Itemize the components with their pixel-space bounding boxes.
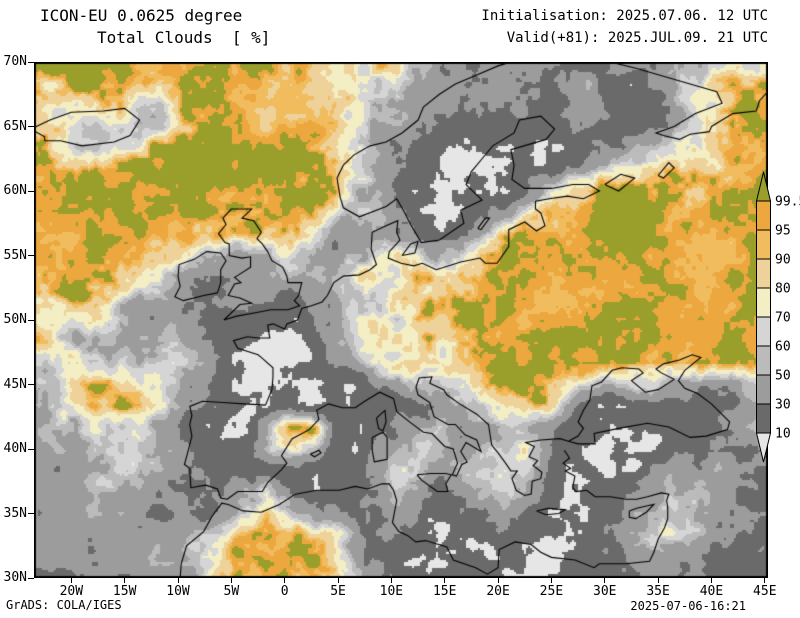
- lat-tick: [28, 513, 34, 514]
- colorbar-under-triangle: [756, 432, 772, 463]
- colorbar-segment: [756, 258, 771, 289]
- lon-tick-label: 5W: [223, 584, 240, 599]
- lon-tick: [284, 578, 286, 583]
- lon-tick-label: 5E: [330, 584, 346, 599]
- colorbar-label: 60: [775, 340, 791, 355]
- lon-tick: [124, 578, 126, 583]
- lon-tick: [657, 578, 659, 583]
- valid-time-label: Valid(+81): 2025.JUL.09. 21 UTC: [506, 30, 768, 46]
- colorbar-segment: [756, 200, 771, 231]
- lat-tick-label: 60N: [3, 183, 27, 198]
- lon-tick: [390, 578, 392, 583]
- lat-tick-label: 40N: [3, 441, 27, 456]
- variable-title: Total Clouds [ %]: [97, 28, 271, 47]
- colorbar-segment: [756, 374, 771, 405]
- lon-tick-label: 45E: [753, 584, 777, 599]
- lat-tick: [28, 319, 34, 321]
- lon-tick: [550, 578, 552, 583]
- lon-tick-label: 0: [280, 584, 289, 599]
- lon-tick-label: 10E: [379, 584, 404, 599]
- lat-tick: [28, 577, 34, 579]
- lon-tick: [337, 578, 339, 583]
- colorbar-segment: [756, 345, 771, 376]
- lat-tick: [28, 448, 34, 450]
- lon-tick-label: 10W: [166, 584, 190, 599]
- lon-tick: [230, 578, 232, 583]
- colorbar-label: 10: [775, 427, 791, 442]
- colorbar-label: 70: [775, 311, 791, 326]
- lon-tick-label: 35E: [646, 584, 670, 599]
- lon-tick: [70, 578, 72, 583]
- lon-tick: [177, 578, 179, 583]
- lon-tick: [764, 578, 766, 583]
- lat-tick: [28, 384, 34, 385]
- model-title: ICON-EU 0.0625 degree: [40, 6, 243, 25]
- lat-tick: [28, 190, 34, 192]
- cloud-field-canvas: [34, 62, 768, 578]
- lat-tick-label: 65N: [3, 118, 27, 134]
- lon-tick: [444, 578, 446, 583]
- lon-tick-label: 30E: [593, 584, 617, 599]
- lon-tick: [710, 578, 712, 583]
- grads-credit: GrADS: COLA/IGES: [6, 598, 122, 612]
- colorbar-label: 80: [775, 282, 791, 297]
- map-area: [34, 62, 768, 578]
- colorbar-label: 50: [775, 369, 791, 384]
- colorbar-segment: [756, 229, 771, 260]
- colorbar-segment: [756, 287, 771, 318]
- colorbar-label: 30: [775, 398, 791, 413]
- lat-tick-label: 35N: [3, 505, 27, 521]
- lon-tick-label: 40E: [699, 584, 724, 599]
- lat-tick-label: 55N: [3, 247, 27, 263]
- lon-tick: [604, 578, 606, 583]
- lat-tick-label: 70N: [3, 54, 27, 69]
- colorbar-segment: [756, 316, 771, 347]
- colorbar-label: 90: [775, 253, 791, 268]
- lon-tick-label: 20E: [486, 584, 510, 599]
- lon-tick-label: 20W: [59, 584, 84, 599]
- lon-tick-label: 15E: [432, 584, 457, 599]
- lat-tick-label: 30N: [3, 570, 27, 585]
- lat-tick: [28, 126, 34, 127]
- init-time-label: Initialisation: 2025.07.06. 12 UTC: [481, 8, 768, 24]
- colorbar-over-triangle: [756, 171, 772, 202]
- colorbar: 99.5 95 90 80 70 60 50 30 10: [756, 171, 800, 463]
- lon-tick-label: 25E: [539, 584, 564, 599]
- lon-tick: [497, 578, 499, 583]
- lon-tick-label: 15W: [112, 584, 137, 599]
- lat-tick-label: 45N: [3, 376, 27, 392]
- lat-tick-label: 50N: [3, 312, 27, 327]
- lat-tick: [28, 61, 34, 63]
- colorbar-segment: [756, 403, 771, 434]
- colorbar-label: 95: [775, 224, 791, 239]
- lat-tick: [28, 255, 34, 256]
- colorbar-label: 99.5: [775, 195, 800, 210]
- creation-timestamp: 2025-07-06-16:21: [630, 599, 746, 613]
